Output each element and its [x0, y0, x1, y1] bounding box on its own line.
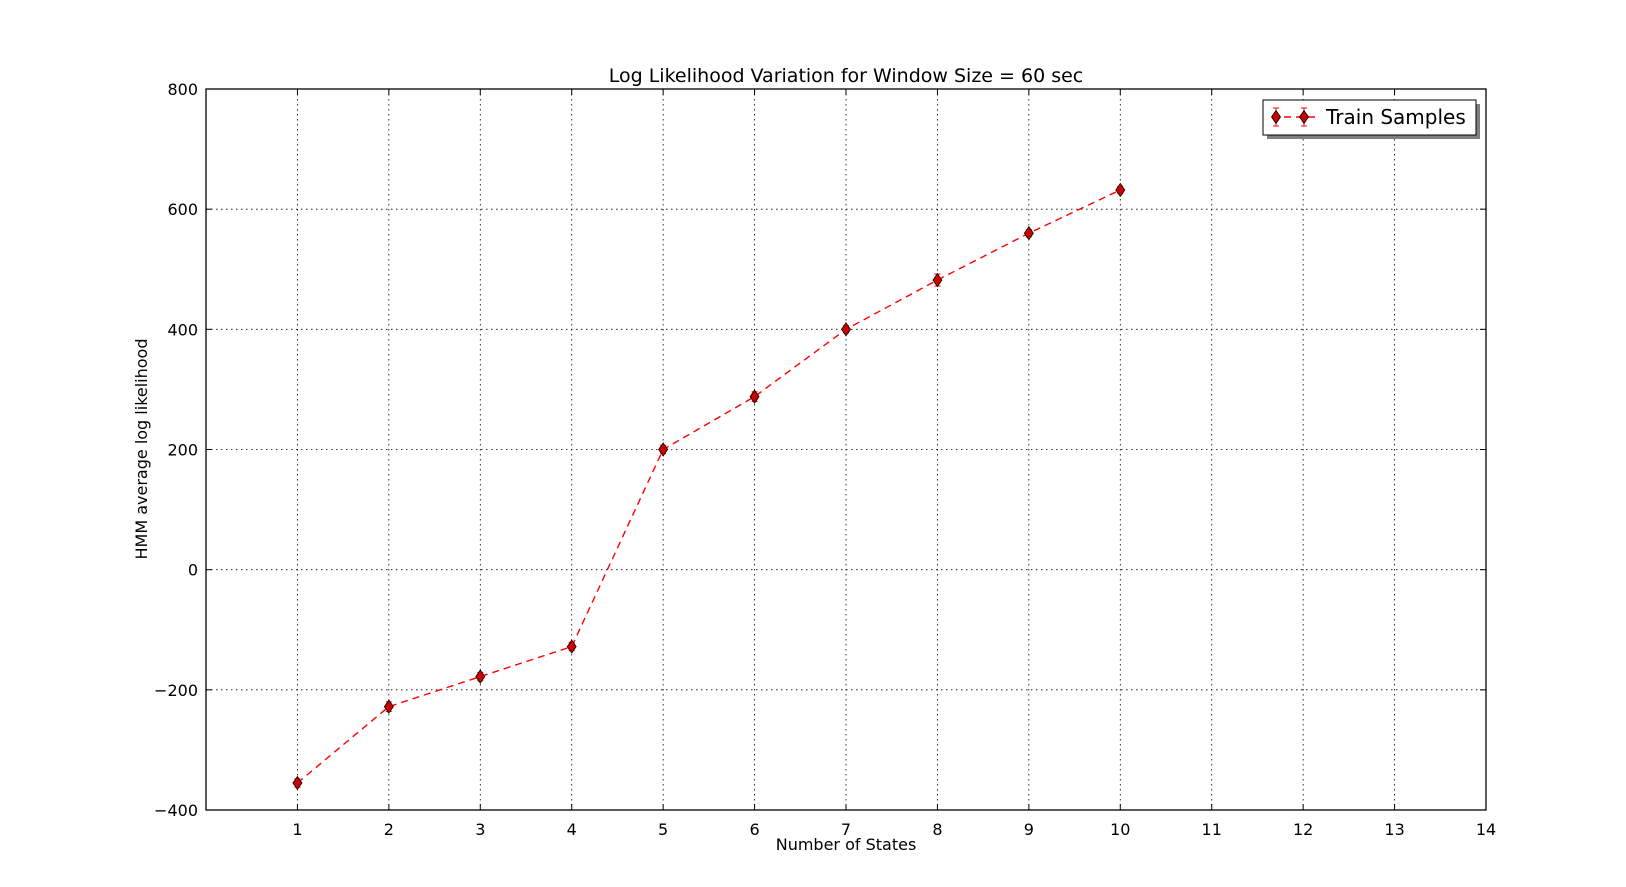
data-point — [932, 272, 943, 288]
legend: Train Samples — [1262, 99, 1480, 139]
x-tick-label: 8 — [932, 820, 942, 839]
data-point — [566, 639, 577, 654]
grid-lines — [206, 88, 1487, 811]
x-tick-labels: 1 2 3 4 5 6 7 8 9 10 11 12 13 14 — [292, 820, 1496, 839]
x-tick-label: 10 — [1110, 820, 1130, 839]
x-tick-label: 12 — [1293, 820, 1313, 839]
data-point — [841, 322, 851, 337]
x-tick-label: 13 — [1384, 820, 1404, 839]
y-tick-labels: 800 600 400 200 0 −200 −400 — [154, 80, 198, 820]
x-tick-label: 1 — [292, 820, 302, 839]
data-point — [1115, 182, 1126, 198]
x-tick-label: 4 — [567, 820, 577, 839]
tick-marks — [206, 88, 1487, 811]
data-point — [749, 389, 760, 404]
data-point — [658, 442, 669, 457]
y-tick-label: 0 — [188, 561, 198, 580]
x-tick-label: 11 — [1202, 820, 1222, 839]
x-tick-label: 7 — [841, 820, 851, 839]
data-point — [292, 775, 303, 791]
x-tick-label: 9 — [1024, 820, 1034, 839]
x-tick-label: 2 — [384, 820, 394, 839]
series-layer — [292, 182, 1126, 791]
y-tick-label: 200 — [167, 441, 198, 460]
chart-title: Log Likelihood Variation for Window Size… — [609, 65, 1084, 87]
y-tick-label: −200 — [154, 681, 198, 700]
y-tick-label: 400 — [167, 320, 198, 339]
x-axis-title: Number of States — [776, 835, 917, 854]
series-line — [296, 189, 1121, 784]
y-tick-label: −400 — [154, 801, 198, 820]
x-tick-label: 3 — [475, 820, 485, 839]
legend-marker — [1271, 109, 1281, 125]
x-tick-label: 6 — [749, 820, 759, 839]
data-point — [475, 669, 486, 684]
legend-label: Train Samples — [1325, 105, 1466, 129]
data-point — [1023, 225, 1034, 241]
y-tick-label: 600 — [167, 200, 198, 219]
y-axis-title: HMM average log likelihood — [132, 339, 151, 560]
legend-series-handle — [1271, 107, 1316, 127]
x-tick-label: 5 — [658, 820, 668, 839]
x-tick-label: 14 — [1476, 820, 1496, 839]
data-point — [383, 699, 394, 714]
legend-marker — [1299, 109, 1309, 125]
y-tick-label: 800 — [167, 80, 198, 99]
